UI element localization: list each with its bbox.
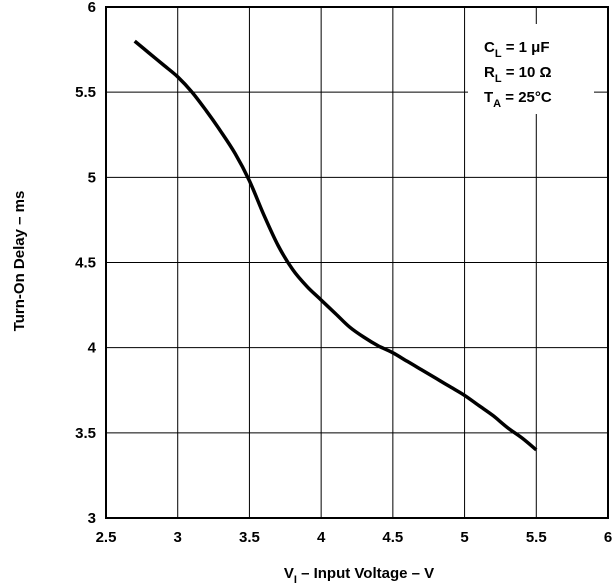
legend-resistance: RL = 10 Ω — [484, 64, 552, 85]
x-tick-label: 3 — [174, 529, 182, 546]
y-tick-label: 6 — [88, 0, 96, 16]
x-axis-title: VI – Input Voltage – V — [284, 565, 434, 585]
x-tick-label: 4.5 — [382, 529, 403, 546]
x-tick-label: 2.5 — [96, 529, 117, 546]
y-axis-title: Turn-On Delay – ms — [11, 191, 28, 332]
x-tick-label: 4 — [317, 529, 326, 546]
y-tick-labels: 3 3.5 4 4.5 5 5.5 6 — [75, 0, 97, 527]
series-line — [133, 39, 538, 452]
x-tick-labels: 2.5 3 3.5 4 4.5 5 5.5 6 — [96, 529, 613, 546]
y-tick-label: 3 — [88, 510, 96, 527]
legend-temperature: TA = 25°C — [484, 89, 552, 110]
y-tick-label: 4.5 — [75, 255, 96, 272]
y-tick-label: 5.5 — [75, 84, 96, 101]
y-tick-label: 3.5 — [75, 425, 96, 442]
y-tick-label: 4 — [88, 340, 97, 357]
conditions-legend: CL = 1 μF RL = 10 Ω TA = 25°C — [468, 24, 594, 114]
legend-capacitance: CL = 1 μF — [484, 39, 550, 60]
plot-frame — [105, 6, 609, 519]
x-tick-label: 3.5 — [239, 529, 260, 546]
x-tick-label: 5.5 — [526, 529, 547, 546]
x-tick-label: 5 — [460, 529, 468, 546]
conditions-legend-background — [468, 24, 594, 114]
series-layer — [133, 39, 538, 452]
y-tick-label: 5 — [88, 169, 96, 186]
x-tick-label: 6 — [604, 529, 612, 546]
